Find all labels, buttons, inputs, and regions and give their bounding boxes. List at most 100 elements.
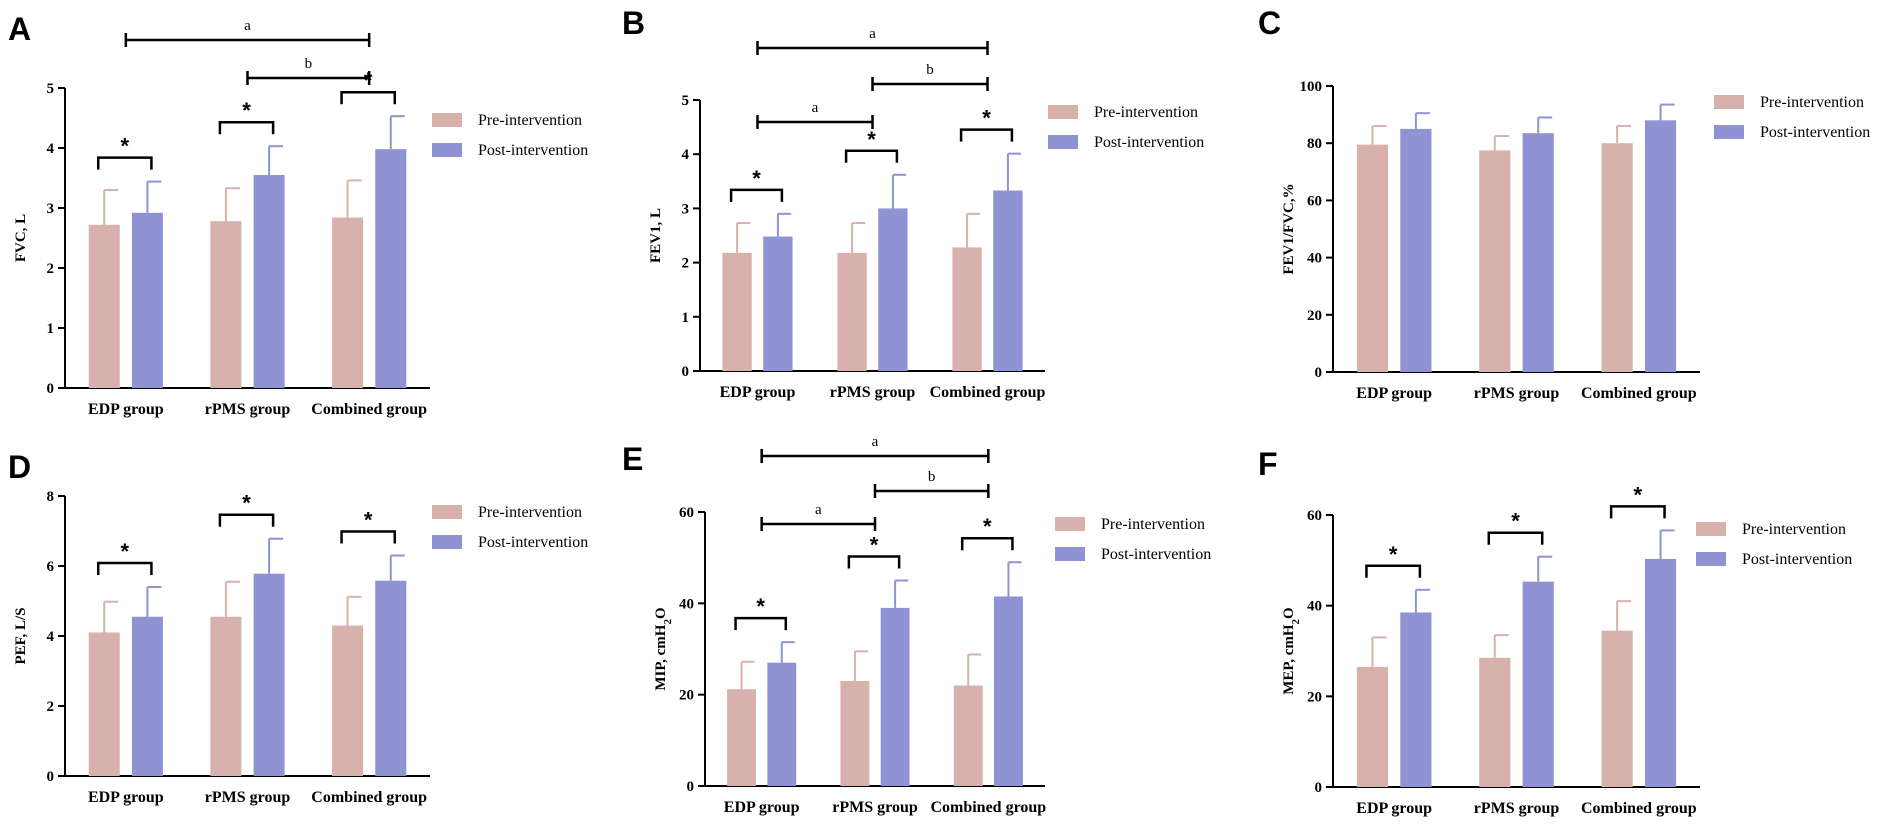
legend-label: Pre-intervention [1742,521,1846,538]
legend-swatch-pre [1055,517,1085,531]
x-tick-label: EDP group [720,384,796,401]
significance-bracket [959,128,1014,142]
y-tick-label: 40 [1307,251,1322,267]
panel-b: B 0 1 2 3 4 5 FEV1, L EDP group * rPMS group * Combi… [622,5,1204,401]
panel-f: F 0 20 40 60 MEP, cmH2O EDP group * rPMS group * C… [1258,446,1852,817]
panel-letter: D [8,449,31,485]
bar-post-2 [253,573,285,776]
bar-post-2 [253,175,285,388]
y-axis-label: FVC, L [13,214,29,262]
x-tick-label: Combined group [1581,800,1697,817]
bar-pre-3 [953,685,983,786]
x-tick-label: Combined group [1581,385,1697,402]
significance-star: * [1634,482,1643,507]
y-tick-label: 0 [682,364,690,380]
bar-post-1 [763,236,793,371]
significance-star: * [121,539,130,564]
legend-label: Post-intervention [1101,546,1211,563]
y-tick-label: 4 [47,629,55,645]
legend-swatch-post [1048,135,1078,149]
bar-post-1 [1400,612,1432,787]
x-tick-label: rPMS group [832,799,918,816]
y-tick-label: 5 [682,93,690,109]
x-tick-label: rPMS group [205,789,291,806]
x-tick-label: Combined group [311,789,427,806]
significance-bracket [1609,505,1666,519]
significance-star: * [121,134,130,159]
y-tick-label: 8 [47,489,55,505]
bar-post-3 [375,580,407,776]
bar-post-1 [131,616,163,776]
y-axis-label: FEV1, L [648,208,664,263]
y-axis-label: MEP, cmH2O [1281,607,1302,694]
bar-post-1 [131,212,163,388]
bar-post-2 [880,607,910,786]
legend-label: Post-intervention [1094,134,1204,151]
bar-pre-3 [1601,630,1633,787]
significance-star: * [870,533,879,558]
y-tick-label: 4 [47,141,55,157]
legend-swatch-pre [432,505,462,519]
significance-bracket [729,188,784,202]
legend-swatch-pre [1048,105,1078,119]
significance-bracket [96,561,153,575]
bar-post-2 [1522,581,1554,787]
legend-label: Pre-intervention [1760,94,1864,111]
x-tick-label: Combined group [930,799,1046,816]
significance-bracket [1365,564,1422,578]
significance-bracket [218,513,275,527]
bar-pre-1 [1356,144,1389,372]
significance-bracket [844,149,899,163]
comparison-label: a [869,26,876,42]
legend-swatch-post [1055,547,1085,561]
bar-pre-2 [210,616,242,776]
legend-swatch-pre [432,113,462,127]
y-tick-label: 0 [1315,780,1323,796]
x-tick-label: rPMS group [830,384,916,401]
x-tick-label: rPMS group [205,401,291,418]
legend-label: Pre-intervention [1094,104,1198,121]
panel-d: D 0 2 4 6 8 PEF, L/S EDP group * rPMS group * Combi… [8,449,588,806]
legend-swatch-pre [1696,522,1726,536]
y-tick-label: 0 [687,779,695,795]
bar-post-1 [1400,128,1432,372]
y-tick-label: 40 [1307,599,1322,615]
comparison-label: a [815,502,822,518]
x-tick-label: EDP group [724,799,800,816]
bar-pre-1 [727,689,756,786]
bar-pre-2 [210,221,242,388]
panel-c: C 0 20 40 60 80 100 FEV1/FVC,% EDP group rPMS gro… [1258,5,1870,402]
legend-label: Post-intervention [478,534,588,551]
bar-pre-3 [952,247,982,371]
panel-letter: B [622,5,645,41]
bar-pre-2 [1479,657,1511,787]
panel-letter: F [1258,446,1278,482]
significance-star: * [242,491,251,516]
legend-label: Post-intervention [1742,551,1852,568]
comparison-label: a [812,100,819,116]
comparison-label: b [926,62,934,78]
panel-a: A 0 1 2 3 4 5 FVC, L EDP group * rPMS group * Combin… [8,11,588,418]
significance-star: * [982,106,991,131]
y-tick-label: 4 [682,147,690,163]
panel-e: E 0 20 40 60 MIP, cmH2O EDP group * rPMS group * C… [622,434,1211,816]
panel-letter: E [622,441,643,477]
significance-bracket [1487,531,1544,545]
y-tick-label: 60 [1307,508,1322,524]
x-tick-label: Combined group [930,384,1046,401]
significance-bracket [734,616,788,631]
bar-post-3 [1644,120,1677,372]
y-tick-label: 1 [682,310,690,326]
legend-swatch-post [1714,125,1744,139]
significance-bracket [340,530,397,544]
legend-swatch-post [432,535,462,549]
y-tick-label: 0 [1315,365,1323,381]
y-tick-label: 0 [47,769,55,785]
bar-pre-3 [332,625,364,776]
y-tick-label: 2 [47,699,55,715]
bar-post-3 [375,149,407,388]
bar-pre-3 [1601,143,1633,372]
comparison-label: b [928,469,936,485]
legend-label: Pre-intervention [1101,516,1205,533]
legend-swatch-post [1696,552,1726,566]
